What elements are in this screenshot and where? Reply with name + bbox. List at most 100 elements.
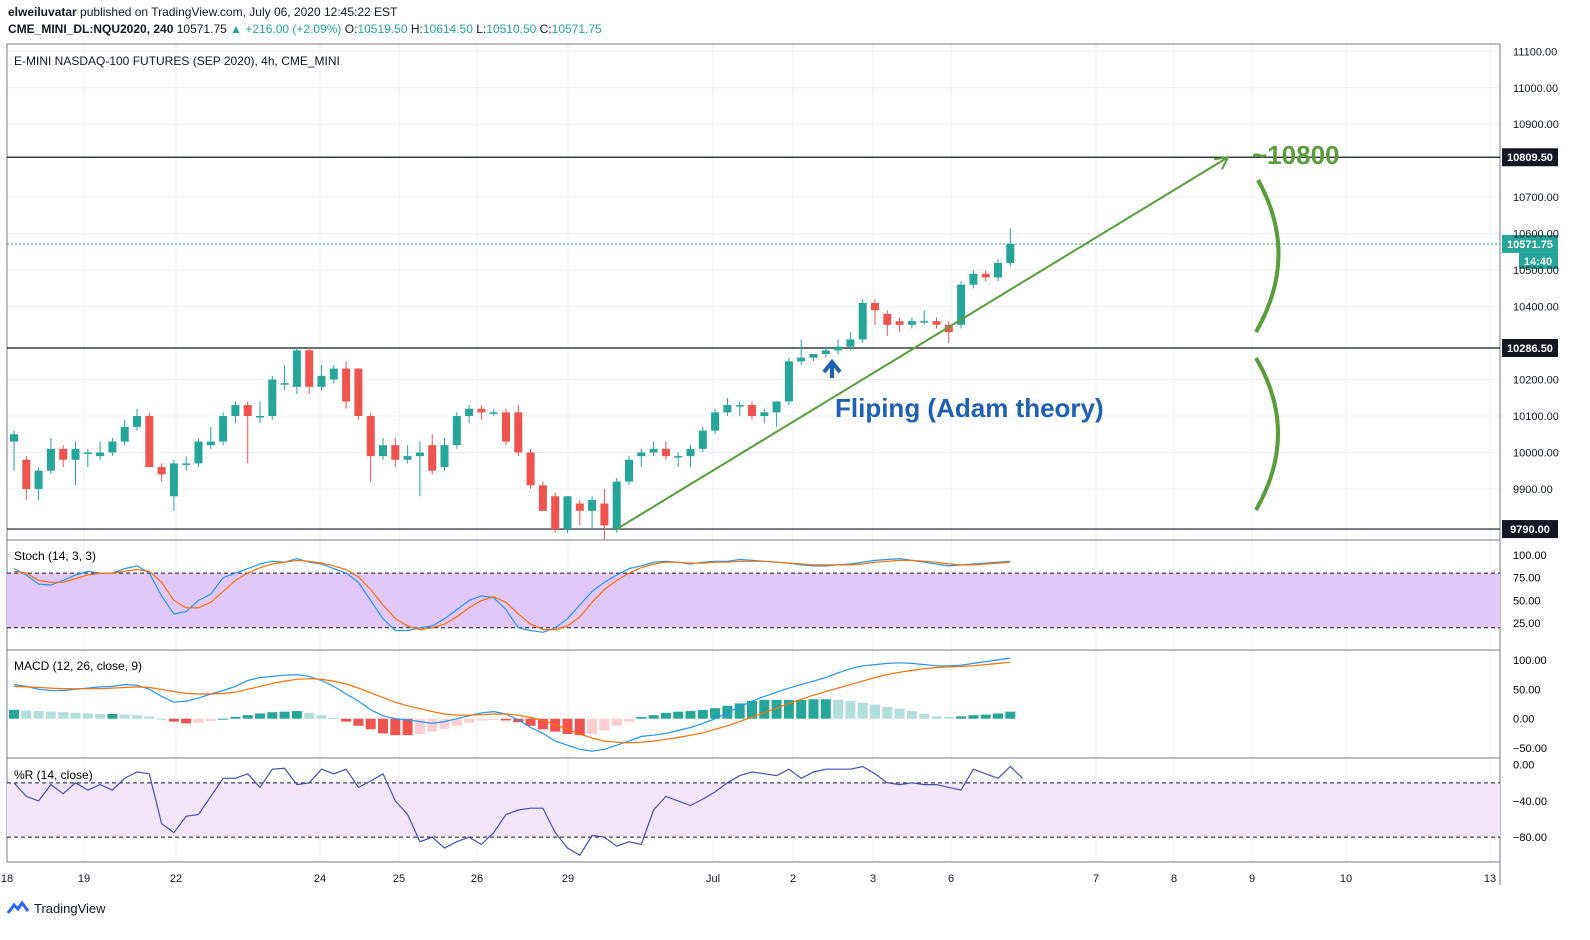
macd-histogram-bar — [230, 716, 241, 719]
macd-histogram-bar — [156, 718, 167, 720]
candle — [133, 408, 141, 431]
x-tick-label: 3 — [870, 873, 876, 885]
candle — [403, 445, 412, 464]
tradingview-footer[interactable]: TradingView — [6, 900, 106, 916]
candle — [317, 364, 326, 391]
drawing-annotations — [616, 155, 1281, 530]
candle-body — [157, 467, 166, 475]
candle — [329, 364, 338, 384]
flip-arrow-icon — [822, 358, 842, 378]
candle-body — [883, 313, 892, 325]
macd-tick-label: −50.00 — [1513, 743, 1547, 755]
close-label: C: — [539, 22, 552, 36]
last-price-tag — [1502, 234, 1558, 253]
flip-label: Fliping (Adam theory) — [835, 393, 1104, 423]
candle-body — [280, 383, 289, 385]
macd-histogram-bar — [697, 709, 708, 719]
macd-histogram-bar — [660, 712, 671, 719]
candle — [96, 441, 105, 460]
candle — [711, 408, 720, 435]
candle — [907, 317, 916, 329]
macd-histogram-bar — [488, 718, 499, 720]
candle — [600, 488, 609, 540]
macd-histogram-bar — [316, 715, 327, 719]
candle — [379, 437, 387, 460]
candle-body — [317, 375, 326, 387]
candle — [674, 452, 683, 468]
macd-tick-label: 0.00 — [1513, 714, 1534, 726]
macd-histogram-bar — [33, 711, 44, 719]
target-label: ~10800 — [1252, 140, 1339, 170]
macd-histogram-bar — [451, 718, 462, 726]
candle-body — [834, 346, 843, 351]
candle — [169, 459, 178, 511]
x-tick-label: Jul — [706, 873, 720, 885]
price-tick-label: 10400.00 — [1513, 302, 1559, 314]
candle-body — [329, 368, 338, 380]
candle-body — [858, 302, 867, 340]
candle — [625, 456, 633, 486]
candle — [969, 270, 978, 289]
candle — [440, 437, 449, 471]
candle-body — [932, 321, 941, 325]
macd-histogram-bar — [107, 714, 118, 719]
candle-body — [821, 350, 830, 354]
macd-line — [13, 657, 1011, 752]
candle — [231, 401, 240, 424]
x-tick-label: 10 — [1340, 873, 1352, 885]
last-price: 10571.75 — [176, 22, 227, 36]
level-price-tag — [1502, 520, 1558, 539]
candle-body — [600, 503, 609, 526]
bracket-upper — [1254, 179, 1281, 333]
candle — [83, 448, 92, 468]
macd-histogram-bar — [427, 718, 438, 732]
candle — [452, 412, 461, 449]
macd-histogram-bar — [279, 711, 290, 719]
candle — [489, 408, 498, 416]
stoch-tick-label: 50.00 — [1513, 595, 1541, 607]
candle — [219, 412, 228, 446]
macd-histogram-bar — [759, 699, 770, 719]
high-value: 10614.50 — [422, 22, 473, 36]
candle — [243, 401, 252, 464]
candle — [981, 270, 990, 282]
candle-body — [772, 401, 781, 413]
candle-body — [46, 448, 55, 471]
axes: 18 19 22 24 25 26 29 Jul 2 3 6 7 8 9 10 13 11100.00 11000… — [1, 46, 1559, 885]
price-tick-label: 10600.00 — [1513, 229, 1559, 241]
low-label: L: — [476, 22, 487, 36]
macd-histogram-bar — [168, 718, 179, 722]
candle-body — [981, 273, 990, 278]
macd-histogram-bar — [574, 718, 585, 736]
macd-histogram-bar — [378, 718, 388, 734]
author-name[interactable]: elweiluvatar — [8, 5, 77, 19]
candle-body — [96, 452, 105, 457]
macd-histogram-bar — [980, 714, 991, 719]
wr-line — [13, 765, 1024, 857]
x-tick-label: 18 — [1, 873, 13, 885]
bracket-lower — [1254, 356, 1280, 511]
candle-body — [206, 441, 215, 446]
last-price-label: 10571.75 — [1507, 239, 1553, 251]
x-tick-label: 2 — [790, 873, 796, 885]
candle — [415, 441, 424, 497]
candle-body — [760, 412, 769, 416]
candle-body — [538, 485, 547, 511]
x-tick-label: 22 — [170, 873, 182, 885]
candle-body — [22, 459, 31, 489]
trendline — [616, 156, 1229, 530]
candle — [784, 357, 793, 406]
candle — [46, 437, 55, 475]
candle-body — [292, 350, 301, 387]
candle-body — [723, 405, 732, 413]
candle-body — [354, 368, 363, 416]
macd-histogram-bar — [525, 718, 536, 726]
candle — [944, 321, 953, 344]
macd-histogram-bar — [882, 706, 893, 719]
macd-histogram-bar — [685, 711, 696, 719]
wr-tick-label: −40.00 — [1513, 796, 1547, 808]
candle-body — [391, 445, 400, 460]
candle-body — [661, 448, 670, 457]
stoch-tick-label: 75.00 — [1513, 573, 1541, 585]
